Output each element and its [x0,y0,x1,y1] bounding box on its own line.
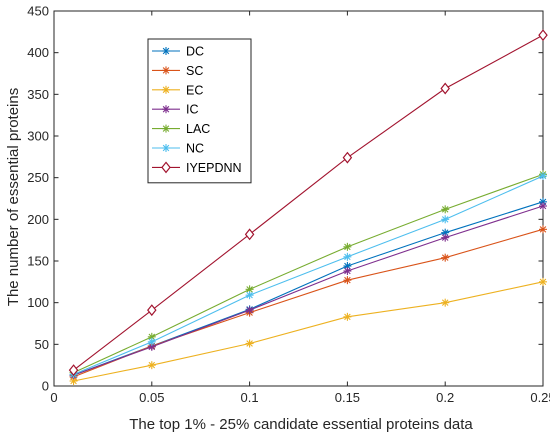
y-axis: 0 50 100 150 200 250 300 350 400 450 [27,4,543,394]
legend-marker-sc [162,66,170,75]
data-point-nc [343,252,352,261]
x-tick-label: 0.15 [335,390,360,405]
data-point-nc [441,215,450,224]
legend-entry-sc: SC [152,64,203,78]
data-point-iyepdnn [244,228,255,241]
legend-marker-ec [162,85,170,94]
series-layer [68,29,548,385]
series-line-lac [73,173,544,374]
y-tick-label: 350 [27,87,49,102]
legend-label-ic: IC [186,103,199,117]
data-point-iyepdnn [538,29,548,42]
legend-entry-dc: DC [152,45,204,59]
data-point-iyepdnn [342,151,353,164]
legend-label-iyepdnn: IYEPDNN [186,161,242,175]
y-tick-label: 50 [35,337,49,352]
data-point-lac [343,242,352,251]
legend-entry-ec: EC [152,83,203,97]
data-point-ec [147,361,156,370]
data-point-sc [441,253,450,262]
x-tick-label: 0 [50,390,57,405]
series-iyepdnn [68,29,548,377]
data-point-iyepdnn [68,364,79,377]
x-tick-label: 0.25 [530,390,550,405]
legend-marker-nc [162,144,170,152]
legend-marker-ic [162,105,170,114]
data-point-nc [147,337,156,346]
y-tick-label: 200 [27,212,49,227]
legend-label-sc: SC [186,64,203,78]
data-point-lac [441,205,450,214]
data-point-ic [343,267,352,275]
x-tick-label: 0.2 [436,390,454,405]
legend-entry-ic: IC [152,103,199,117]
data-point-ec [245,339,254,348]
data-point-ec [343,312,352,321]
legend-label-dc: DC [186,45,204,59]
x-tick-label: 0.1 [241,390,259,405]
legend-label-ec: EC [186,83,203,97]
y-tick-label: 150 [27,254,49,269]
data-point-iyepdnn [147,304,157,317]
legend-label-lac: LAC [186,122,210,136]
y-tick-label: 300 [27,129,49,144]
data-point-ec [539,277,547,286]
legend-label-nc: NC [186,142,204,156]
y-tick-label: 400 [27,45,49,60]
legend-entry-lac: LAC [152,122,210,136]
data-point-nc [539,172,547,180]
data-point-ec [441,298,450,307]
plot-frame [53,10,544,387]
y-tick-label: 250 [27,170,49,185]
legend: DC SC EC IC LAC NC IYEPDNN [147,38,252,184]
series-ec [69,277,547,385]
data-point-nc [245,291,254,300]
y-tick-label: 450 [27,4,49,19]
data-point-ic [245,306,254,315]
x-axis-label: The top 1% - 25% candidate essential pro… [129,416,473,433]
y-tick-label: 0 [42,379,49,394]
legend-entry-nc: NC [152,142,204,156]
legend-marker-iyepdnn [161,161,171,174]
x-axis: 0 0.05 0.1 0.15 0.2 0.25 [50,11,550,405]
data-point-sc [539,225,547,234]
data-point-iyepdnn [440,82,450,95]
data-point-ic [441,233,450,242]
series-line-iyepdnn [73,34,544,371]
data-point-ic [539,202,547,210]
y-tick-label: 100 [27,295,49,310]
series-line-ic [73,205,544,376]
data-point-sc [343,276,352,285]
legend-box [147,38,252,184]
x-tick-label: 0.05 [139,390,164,405]
data-point-ic [147,342,156,351]
plot-area [53,10,544,387]
legend-marker-lac [162,124,170,133]
series-line-nc [73,175,544,375]
series-line-ec [73,281,544,382]
y-axis-label: The number of essential proteins [5,88,22,306]
legend-entry-iyepdnn: IYEPDNN [152,161,242,175]
legend-marker-dc [162,47,170,55]
